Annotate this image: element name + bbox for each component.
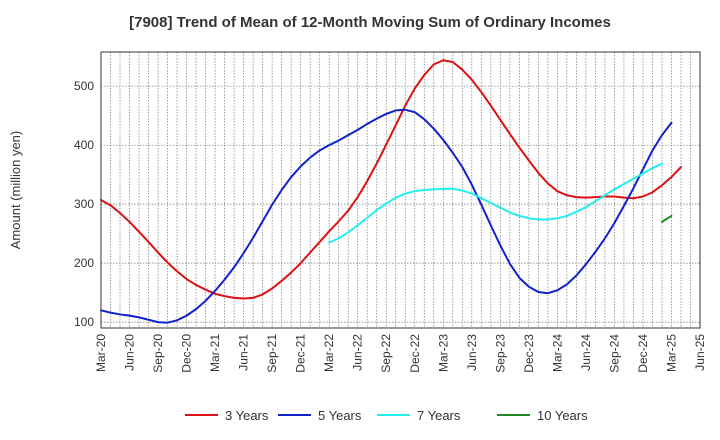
y-tick-label: 500 <box>74 79 94 93</box>
series-line-7-years <box>328 162 663 244</box>
legend-label: 3 Years <box>225 408 269 423</box>
x-tick-label: Mar-23 <box>436 334 450 372</box>
y-tick-label: 200 <box>74 256 94 270</box>
x-tick-label: Mar-20 <box>94 334 108 372</box>
x-tick-label: Sep-23 <box>493 334 507 373</box>
y-axis-ticks: 100 200 300 400 500 <box>74 79 94 329</box>
y-axis-title: Amount (million yen) <box>8 131 23 250</box>
y-tick-label: 400 <box>74 138 94 152</box>
chart-title: [7908] Trend of Mean of 12-Month Moving … <box>129 14 611 31</box>
legend-label: 10 Years <box>537 408 588 423</box>
x-tick-label: Jun-22 <box>351 334 365 371</box>
plot-area-background <box>101 52 700 328</box>
series-line-3-years <box>100 59 682 300</box>
x-tick-label: Dec-23 <box>522 334 536 373</box>
x-axis-ticks: Mar-20 Jun-20 Sep-20 Dec-20 Mar-21 Jun-21 Sep-… <box>94 334 707 373</box>
x-tick-label: Jun-23 <box>465 334 479 371</box>
x-tick-label: Mar-24 <box>550 334 564 372</box>
plot-frame <box>100 51 701 329</box>
legend-label: 7 Years <box>417 408 461 423</box>
x-tick-label: Sep-21 <box>265 334 279 373</box>
x-tick-label: Sep-22 <box>379 334 393 373</box>
x-tick-label: Mar-21 <box>208 334 222 372</box>
y-tick-label: 100 <box>74 315 94 329</box>
x-tick-label: Jun-25 <box>693 334 707 371</box>
x-tick-label: Dec-24 <box>636 334 650 373</box>
x-tick-label: Jun-24 <box>579 334 593 371</box>
x-tick-label: Dec-21 <box>294 334 308 373</box>
x-tick-label: Mar-22 <box>322 334 336 372</box>
series-line-10-years <box>660 214 673 223</box>
x-tick-label: Jun-20 <box>123 334 137 371</box>
x-tick-label: Jun-21 <box>237 334 251 371</box>
x-tick-label: Dec-20 <box>180 334 194 373</box>
x-tick-label: Dec-22 <box>408 334 422 373</box>
y-tick-label: 300 <box>74 197 94 211</box>
x-tick-label: Mar-25 <box>664 334 678 372</box>
series-lines <box>100 59 682 324</box>
x-tick-label: Sep-20 <box>151 334 165 373</box>
series-line-5-years <box>100 108 673 324</box>
x-tick-label: Sep-24 <box>607 334 621 373</box>
legend: 3 Years 5 Years 7 Years 10 Years <box>185 408 588 423</box>
legend-label: 5 Years <box>318 408 362 423</box>
